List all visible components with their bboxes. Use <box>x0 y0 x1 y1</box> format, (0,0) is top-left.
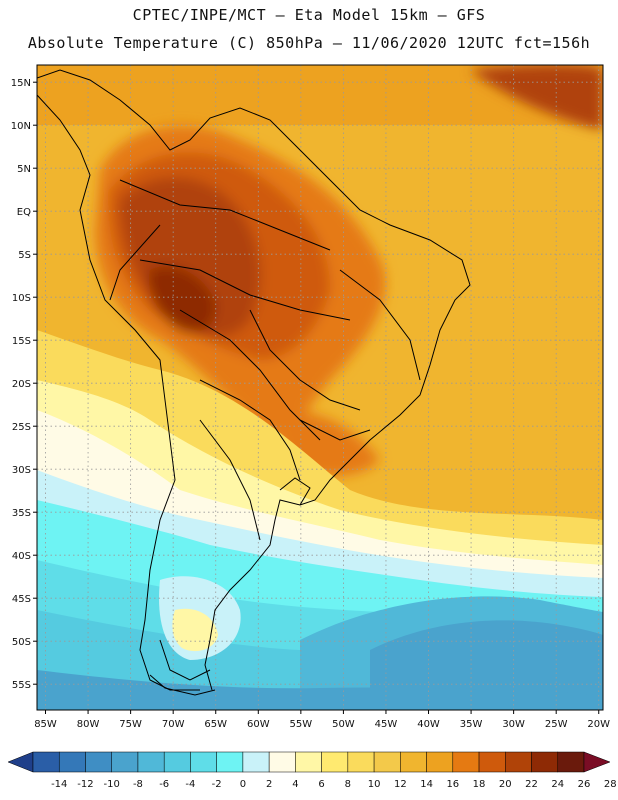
colorbar-label: 6 <box>318 779 324 790</box>
lat-label: 5N <box>17 164 31 175</box>
colorbar-label: -14 <box>51 779 67 790</box>
colorbar-label: 2 <box>266 779 272 790</box>
colorbar-label: 24 <box>551 779 564 790</box>
colorbar-label: 20 <box>499 779 512 790</box>
colorbar-swatch <box>85 751 112 773</box>
map-title-line2: Absolute Temperature (C) 850hPa – 11/06/… <box>27 34 591 52</box>
band-8-argentina <box>172 608 218 652</box>
lon-label: 25W <box>545 719 568 730</box>
colorbar-label: 26 <box>578 779 591 790</box>
colorbar-label: 12 <box>394 779 407 790</box>
lon-label: 70W <box>162 719 185 730</box>
lat-label: 45S <box>12 594 31 605</box>
latitude-labels: 15N 10N 5N EQ 5S 10S 15S 20S 25S 30S 35S 40S 45S 50S 5… <box>11 78 31 691</box>
colorbar-min-arrow <box>7 751 34 773</box>
longitude-labels: 85W 80W 75W 70W 65W 60W 55W 50W 45W 40W 35W 30W 25W 2… <box>34 719 610 730</box>
lon-label: 45W <box>375 719 398 730</box>
colorbar-max-arrow <box>583 751 611 773</box>
lat-label: 10N <box>11 121 31 132</box>
lat-label: 25S <box>12 422 31 433</box>
map-title-line1: CPTEC/INPE/MCT – Eta Model 15km – GFS <box>132 6 486 24</box>
colorbar-label: -4 <box>185 779 195 790</box>
axis-ticks <box>33 81 600 714</box>
colorbar-swatch <box>111 751 139 773</box>
colorbar-swatch <box>400 751 427 773</box>
colorbar-label: -6 <box>159 779 169 790</box>
colorbar-label: 10 <box>368 779 381 790</box>
colorbar-label: -2 <box>212 779 222 790</box>
colorbar-swatch <box>163 751 191 773</box>
colorbar-swatch <box>557 751 585 773</box>
lon-label: 55W <box>290 719 313 730</box>
colorbar-swatch <box>373 751 401 773</box>
lat-label: 5S <box>18 250 31 261</box>
colorbar-label: 14 <box>420 779 433 790</box>
lon-label: 40W <box>417 719 440 730</box>
temperature-field <box>37 65 603 710</box>
colorbar-label: 16 <box>446 779 459 790</box>
map-frame <box>36 64 604 711</box>
colorbar-swatch <box>32 751 60 773</box>
colorbar-swatches <box>7 751 611 773</box>
band-minus6-south <box>37 670 603 710</box>
colorbar-swatch <box>242 751 270 773</box>
colorbar-label: 18 <box>473 779 486 790</box>
colorbar-label: 4 <box>292 779 298 790</box>
lat-label: 30S <box>12 465 31 476</box>
colorbar-swatch <box>216 751 244 773</box>
lon-label: 65W <box>204 719 227 730</box>
lon-label: 30W <box>502 719 525 730</box>
band-26-core <box>149 266 216 334</box>
colorbar-swatch <box>268 751 296 773</box>
colorbar-label: 28 <box>604 779 617 790</box>
coastlines <box>37 69 471 696</box>
colorbar-label: 8 <box>345 779 351 790</box>
lon-label: 20W <box>587 719 610 730</box>
colorbar-label: -12 <box>77 779 93 790</box>
map-figure: 15N 10N 5N EQ 5S 10S 15S 20S 25S 30S 35S 40S 45S 50S 5… <box>11 64 610 730</box>
lat-label: 50S <box>12 637 31 648</box>
colorbar-swatch <box>58 751 86 773</box>
lat-label: 15S <box>12 336 31 347</box>
colorbar-swatch <box>190 751 217 773</box>
lon-label: 80W <box>77 719 100 730</box>
lat-label: 10S <box>12 293 31 304</box>
colorbar-swatch <box>426 751 454 773</box>
lat-label: 35S <box>12 508 31 519</box>
lat-label: 40S <box>12 551 31 562</box>
colorbar-swatch <box>347 751 375 773</box>
colorbar-labels: -14 -12 -10 -8 -6 -4 -2 0 2 4 6 8 10 12 14 16 18 20 22 24 26… <box>51 779 617 790</box>
colorbar-swatch <box>505 751 532 773</box>
lon-label: 50W <box>332 719 355 730</box>
lon-label: 60W <box>247 719 270 730</box>
lat-label: 15N <box>11 78 31 89</box>
colorbar-swatch <box>452 751 480 773</box>
colorbar-label: 0 <box>240 779 246 790</box>
lon-label: 75W <box>119 719 142 730</box>
lon-label: 85W <box>34 719 57 730</box>
colorbar-swatch <box>295 751 322 773</box>
band-24-ne <box>470 65 603 130</box>
band-minus6 <box>370 620 603 710</box>
lat-label: 20S <box>12 379 31 390</box>
colorbar-label: -8 <box>133 779 143 790</box>
colorbar: -14 -12 -10 -8 -6 -4 -2 0 2 4 6 8 10 12 14 16 18 20 22 24 26… <box>7 751 617 790</box>
lon-label: 35W <box>460 719 483 730</box>
colorbar-swatch <box>531 751 559 773</box>
colorbar-label: -10 <box>104 779 120 790</box>
lat-label: 55S <box>12 680 31 691</box>
colorbar-swatch <box>478 751 506 773</box>
colorbar-label: 22 <box>525 779 538 790</box>
colorbar-swatch <box>321 751 349 773</box>
lat-label: EQ <box>17 207 31 218</box>
colorbar-swatch <box>137 751 165 773</box>
